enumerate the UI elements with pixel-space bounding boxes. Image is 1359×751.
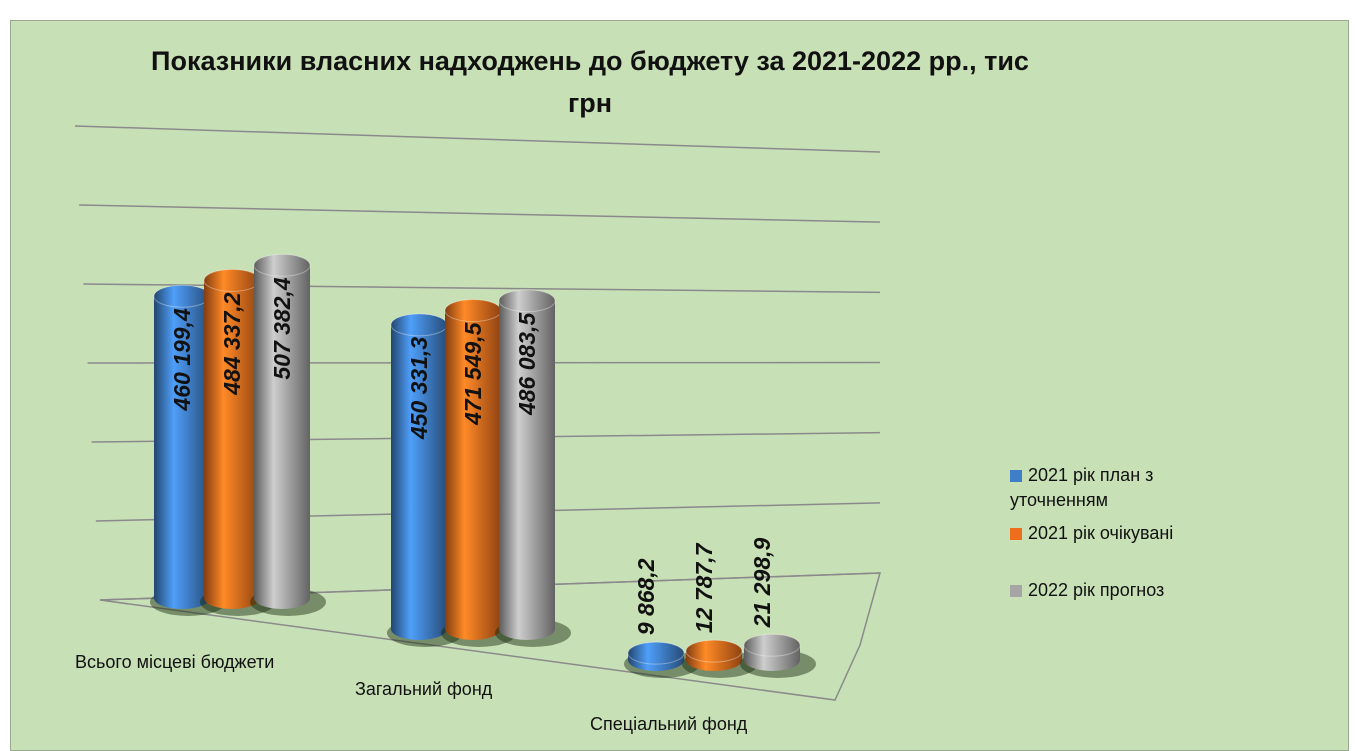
cylinder-top (743, 633, 801, 657)
grid-line (74, 125, 881, 153)
data-label: 12 787,7 (691, 542, 717, 633)
cylinder-top (498, 289, 556, 313)
bar (204, 280, 260, 598)
x-tick-label: Всього місцеві бюджети (75, 652, 274, 672)
cylinder-top (444, 299, 502, 323)
legend-label: 2021 рік очікувані (1028, 523, 1174, 543)
legend-swatch (1010, 528, 1022, 540)
data-label: 9 868,2 (633, 558, 659, 635)
data-label: 507 382,4 (269, 277, 295, 380)
legend-label: 2022 рік прогноз (1028, 580, 1165, 600)
data-label: 484 337,2 (219, 292, 245, 396)
x-tick-label: Спеціальний фонд (590, 714, 748, 734)
bar (391, 324, 447, 629)
legend-item: 2021 рік план з уточненням (1010, 463, 1250, 513)
data-label: 450 331,3 (406, 337, 432, 441)
legend-item: 2022 рік прогноз (1010, 578, 1250, 603)
data-label: 21 298,9 (749, 537, 775, 628)
grid-line (79, 204, 881, 223)
data-label: 486 083,5 (514, 312, 540, 417)
cylinder-top (153, 284, 211, 308)
data-label: 460 199,4 (169, 308, 195, 412)
cylinder-top (253, 253, 311, 277)
cylinder-top (390, 313, 448, 337)
bar (445, 310, 501, 629)
chart-title: Показники власних надходжень до бюджету … (151, 46, 1029, 118)
data-label: 471 549,5 (460, 321, 486, 426)
bar (499, 300, 555, 629)
cylinder-top (627, 641, 685, 665)
cylinder-top (203, 268, 261, 292)
x-tick-label: Загальний фонд (355, 679, 493, 699)
bar (254, 265, 310, 598)
legend-swatch (1010, 470, 1022, 482)
legend-item: 2021 рік очікувані (1010, 521, 1250, 546)
bar (154, 296, 210, 598)
legend-label: 2021 рік план з уточненням (1010, 465, 1154, 510)
cylinder-top (685, 639, 743, 663)
legend-swatch (1010, 585, 1022, 597)
